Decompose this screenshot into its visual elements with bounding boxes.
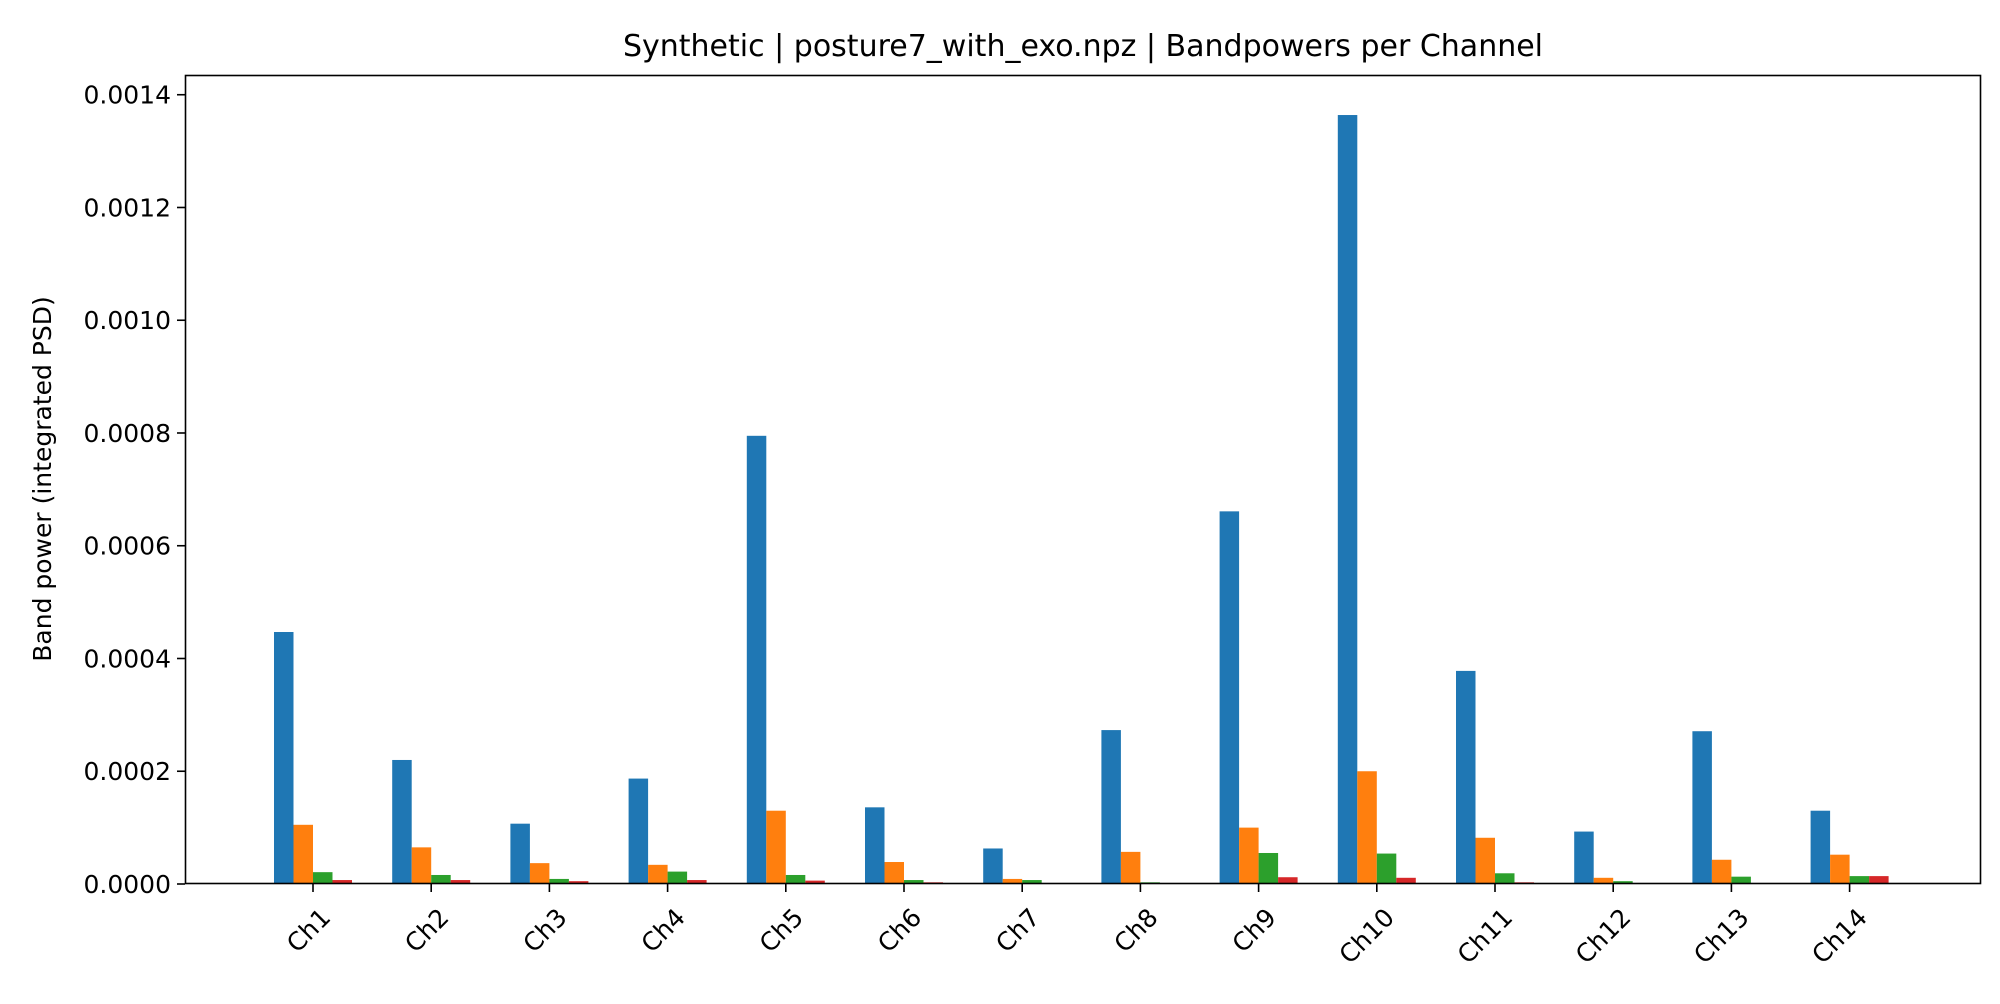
x-tick-label: Ch2: [399, 903, 454, 958]
bar-ch11-s3: [1495, 873, 1515, 884]
bar-ch11-s2: [1475, 837, 1495, 884]
bar-ch2-s2: [411, 847, 432, 884]
bar-ch9-s4: [1278, 877, 1298, 884]
y-tick-label: 0.0012: [84, 193, 171, 222]
bar-ch1-s2: [293, 824, 313, 884]
x-tick-label: Ch4: [636, 903, 691, 958]
bar-ch7-s1: [983, 848, 1003, 884]
bar-ch13-s1: [1692, 731, 1712, 884]
bar-ch7-s2: [1002, 878, 1023, 884]
bar-ch4-s3: [667, 871, 688, 884]
bar-ch6-s3: [904, 880, 924, 884]
x-tick-label: Ch11: [1452, 903, 1519, 970]
bar-ch10-s2: [1357, 771, 1377, 884]
x-tick-label: Ch1: [281, 903, 336, 958]
bar-ch10-s4: [1396, 877, 1416, 884]
bar-ch1-s1: [274, 632, 294, 884]
y-tick-label: 0.0008: [84, 419, 171, 448]
bar-ch5-s1: [746, 435, 767, 884]
bar-ch3-s1: [510, 823, 530, 884]
bar-ch9-s3: [1258, 852, 1279, 884]
bar-ch5-s4: [805, 880, 825, 884]
y-tick-label: 0.0002: [84, 757, 171, 786]
bar-ch14-s3: [1849, 876, 1870, 884]
chart-title: Synthetic | posture7_with_exo.npz | Band…: [623, 29, 1543, 64]
bar-ch11-s1: [1456, 670, 1476, 884]
y-axis-label: Band power (integrated PSD): [28, 296, 57, 662]
bar-ch14-s1: [1810, 810, 1831, 884]
bar-ch9-s1: [1219, 511, 1240, 884]
bar-ch6-s1: [865, 807, 885, 884]
bar-ch3-s4: [568, 881, 589, 884]
bar-ch2-s3: [431, 874, 451, 884]
bar-ch1-s3: [313, 872, 333, 884]
y-tick-label: 0.0014: [84, 81, 171, 110]
bar-ch9-s2: [1239, 827, 1259, 884]
bar-ch12-s1: [1574, 831, 1594, 884]
x-tick-label: Ch8: [1108, 903, 1163, 958]
bar-ch4-s1: [628, 778, 649, 884]
x-tick-label: Ch3: [517, 903, 572, 958]
bar-ch13-s3: [1731, 876, 1751, 884]
x-axis: Ch1 Ch2 Ch3 Ch4 Ch5 Ch6 Ch7 Ch8 Ch9 Ch10 Ch11 Ch12 C…: [281, 884, 1873, 969]
bar-ch5-s3: [785, 874, 806, 884]
bar-ch8-s2: [1120, 851, 1141, 884]
bar-ch10-s1: [1337, 115, 1358, 884]
x-tick-label: Ch14: [1806, 903, 1873, 970]
y-tick-label: 0.0006: [84, 532, 171, 561]
y-tick-label: 0.0010: [84, 306, 171, 335]
y-axis: 0.0000 0.0002 0.0004 0.0006 0.0008 0.0010 0.00…: [84, 81, 185, 899]
bar-ch4-s2: [648, 864, 668, 884]
x-tick-label: Ch6: [872, 903, 927, 958]
bar-ch8-s1: [1101, 730, 1121, 884]
x-tick-label: Ch7: [990, 903, 1045, 958]
bar-ch7-s3: [1022, 880, 1042, 884]
bar-ch12-s2: [1593, 877, 1614, 884]
bar-ch3-s2: [529, 863, 550, 884]
bar-ch13-s2: [1711, 859, 1732, 884]
bar-ch12-s3: [1613, 881, 1633, 884]
x-tick-label: Ch13: [1688, 903, 1755, 970]
bar-ch2-s4: [450, 880, 471, 884]
y-tick-label: 0.0000: [84, 870, 171, 899]
y-tick-label: 0.0004: [84, 644, 171, 673]
bar-ch14-s4: [1869, 876, 1889, 884]
x-tick-label: Ch9: [1227, 903, 1282, 958]
x-tick-label: Ch5: [754, 903, 809, 958]
bar-ch1-s4: [332, 880, 352, 884]
bar-ch4-s4: [687, 880, 707, 884]
bar-ch3-s3: [549, 878, 569, 884]
bar-ch10-s3: [1376, 853, 1397, 884]
plot-frame: [184, 74, 1982, 885]
bar-ch5-s2: [766, 810, 786, 884]
x-tick-label: Ch12: [1570, 903, 1637, 970]
bar-ch14-s2: [1830, 854, 1850, 884]
x-tick-label: Ch10: [1334, 903, 1401, 970]
bars-layer: [274, 115, 1889, 884]
bar-ch2-s1: [392, 759, 412, 884]
bar-ch6-s2: [884, 862, 904, 884]
